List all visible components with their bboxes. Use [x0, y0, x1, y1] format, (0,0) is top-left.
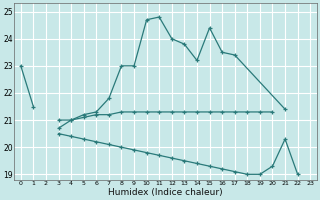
X-axis label: Humidex (Indice chaleur): Humidex (Indice chaleur) — [108, 188, 223, 197]
